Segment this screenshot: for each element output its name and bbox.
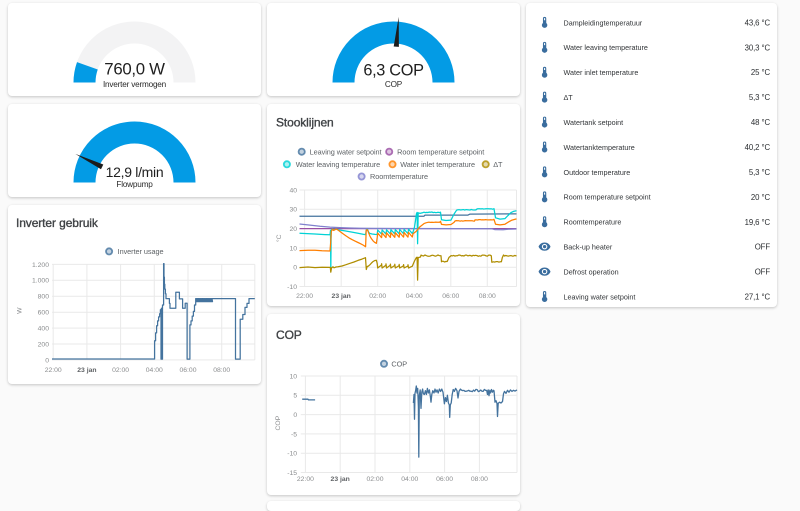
- svg-text:Room temperature setpoint: Room temperature setpoint: [564, 193, 651, 202]
- svg-text:04:00: 04:00: [146, 367, 163, 374]
- svg-text:5: 5: [293, 393, 297, 400]
- svg-text:COP: COP: [275, 415, 282, 430]
- svg-text:04:00: 04:00: [401, 476, 418, 483]
- svg-text:6,3 COP: 6,3 COP: [363, 62, 423, 80]
- svg-text:400: 400: [38, 326, 50, 333]
- svg-text:COP: COP: [391, 360, 407, 369]
- svg-text:Inverter vermogen: Inverter vermogen: [103, 80, 167, 89]
- svg-text:30,3 °C: 30,3 °C: [745, 43, 771, 52]
- svg-text:23 jan: 23 jan: [77, 367, 96, 374]
- svg-text:5,3 °C: 5,3 °C: [749, 93, 771, 102]
- svg-text:Leaving water setpoint: Leaving water setpoint: [564, 292, 636, 301]
- svg-text:Inverter usage: Inverter usage: [118, 247, 164, 256]
- svg-text:-5: -5: [291, 431, 297, 438]
- svg-text:Water leaving temperature: Water leaving temperature: [564, 43, 648, 52]
- svg-text:22:00: 22:00: [45, 367, 62, 374]
- svg-text:23 jan: 23 jan: [332, 293, 351, 300]
- svg-text:Flowpump: Flowpump: [116, 180, 153, 189]
- svg-text:OFF: OFF: [755, 268, 771, 277]
- svg-text:Roomtemperature: Roomtemperature: [370, 172, 428, 181]
- svg-text:40,2 °C: 40,2 °C: [745, 143, 771, 152]
- svg-text:48 °C: 48 °C: [751, 118, 771, 127]
- svg-text:0: 0: [293, 265, 297, 272]
- svg-text:Leaving water setpoint: Leaving water setpoint: [310, 147, 382, 156]
- svg-text:°C: °C: [275, 234, 283, 242]
- svg-text:OFF: OFF: [755, 243, 771, 252]
- svg-text:06:00: 06:00: [436, 476, 453, 483]
- svg-text:Room temperature setpoint: Room temperature setpoint: [397, 147, 484, 156]
- svg-text:600: 600: [38, 310, 50, 317]
- svg-text:5,3 °C: 5,3 °C: [749, 168, 771, 177]
- svg-text:Watertanktemperature: Watertanktemperature: [564, 143, 635, 152]
- svg-text:04:00: 04:00: [406, 293, 423, 300]
- svg-text:06:00: 06:00: [179, 367, 196, 374]
- svg-text:02:00: 02:00: [112, 367, 129, 374]
- svg-text:Outdoor temperature: Outdoor temperature: [564, 168, 631, 177]
- svg-text:43,6 °C: 43,6 °C: [745, 18, 771, 27]
- svg-text:ΔT: ΔT: [493, 160, 503, 169]
- svg-text:27,1 °C: 27,1 °C: [745, 293, 771, 302]
- svg-text:10: 10: [289, 245, 297, 252]
- svg-text:760,0 W: 760,0 W: [104, 60, 165, 79]
- svg-text:Water inlet temperature: Water inlet temperature: [400, 160, 475, 169]
- svg-text:COP: COP: [276, 328, 302, 342]
- svg-text:-15: -15: [287, 470, 297, 477]
- svg-text:ΔT: ΔT: [564, 93, 574, 102]
- svg-text:19,6 °C: 19,6 °C: [745, 218, 771, 227]
- svg-text:800: 800: [38, 294, 50, 301]
- svg-text:Water inlet temperature: Water inlet temperature: [564, 68, 639, 77]
- svg-text:Inverter gebruik: Inverter gebruik: [16, 216, 99, 230]
- svg-text:1.200: 1.200: [32, 262, 49, 269]
- svg-text:Stooklijnen: Stooklijnen: [276, 116, 334, 130]
- svg-text:30: 30: [289, 207, 297, 214]
- svg-text:Back-up heater: Back-up heater: [564, 243, 613, 252]
- svg-text:12,9 l/min: 12,9 l/min: [106, 164, 164, 180]
- svg-text:25 °C: 25 °C: [751, 68, 771, 77]
- svg-text:06:00: 06:00: [442, 293, 459, 300]
- svg-text:40: 40: [289, 187, 297, 194]
- svg-text:22:00: 22:00: [297, 476, 314, 483]
- svg-text:Roomtemperature: Roomtemperature: [564, 218, 622, 227]
- svg-text:02:00: 02:00: [369, 293, 386, 300]
- svg-text:22:00: 22:00: [296, 293, 313, 300]
- svg-text:0: 0: [293, 412, 297, 419]
- svg-text:10: 10: [290, 373, 298, 380]
- svg-text:200: 200: [38, 341, 50, 348]
- svg-text:Watertank setpoint: Watertank setpoint: [564, 118, 624, 127]
- svg-text:20: 20: [289, 226, 297, 233]
- svg-text:08:00: 08:00: [213, 367, 230, 374]
- svg-text:Water leaving temperature: Water leaving temperature: [296, 160, 380, 169]
- svg-text:20 °C: 20 °C: [751, 193, 771, 202]
- svg-text:23 jan: 23 jan: [331, 476, 350, 483]
- svg-text:Dampleidingtemperatuur: Dampleidingtemperatuur: [564, 18, 643, 27]
- svg-text:08:00: 08:00: [471, 476, 488, 483]
- svg-text:W: W: [16, 307, 23, 314]
- svg-text:Defrost operation: Defrost operation: [564, 268, 619, 277]
- svg-text:COP: COP: [385, 80, 403, 89]
- svg-text:08:00: 08:00: [479, 293, 496, 300]
- svg-text:-10: -10: [287, 284, 297, 291]
- svg-text:1.000: 1.000: [32, 278, 49, 285]
- svg-text:-10: -10: [287, 451, 297, 458]
- svg-text:02:00: 02:00: [366, 476, 383, 483]
- svg-text:0: 0: [45, 357, 49, 364]
